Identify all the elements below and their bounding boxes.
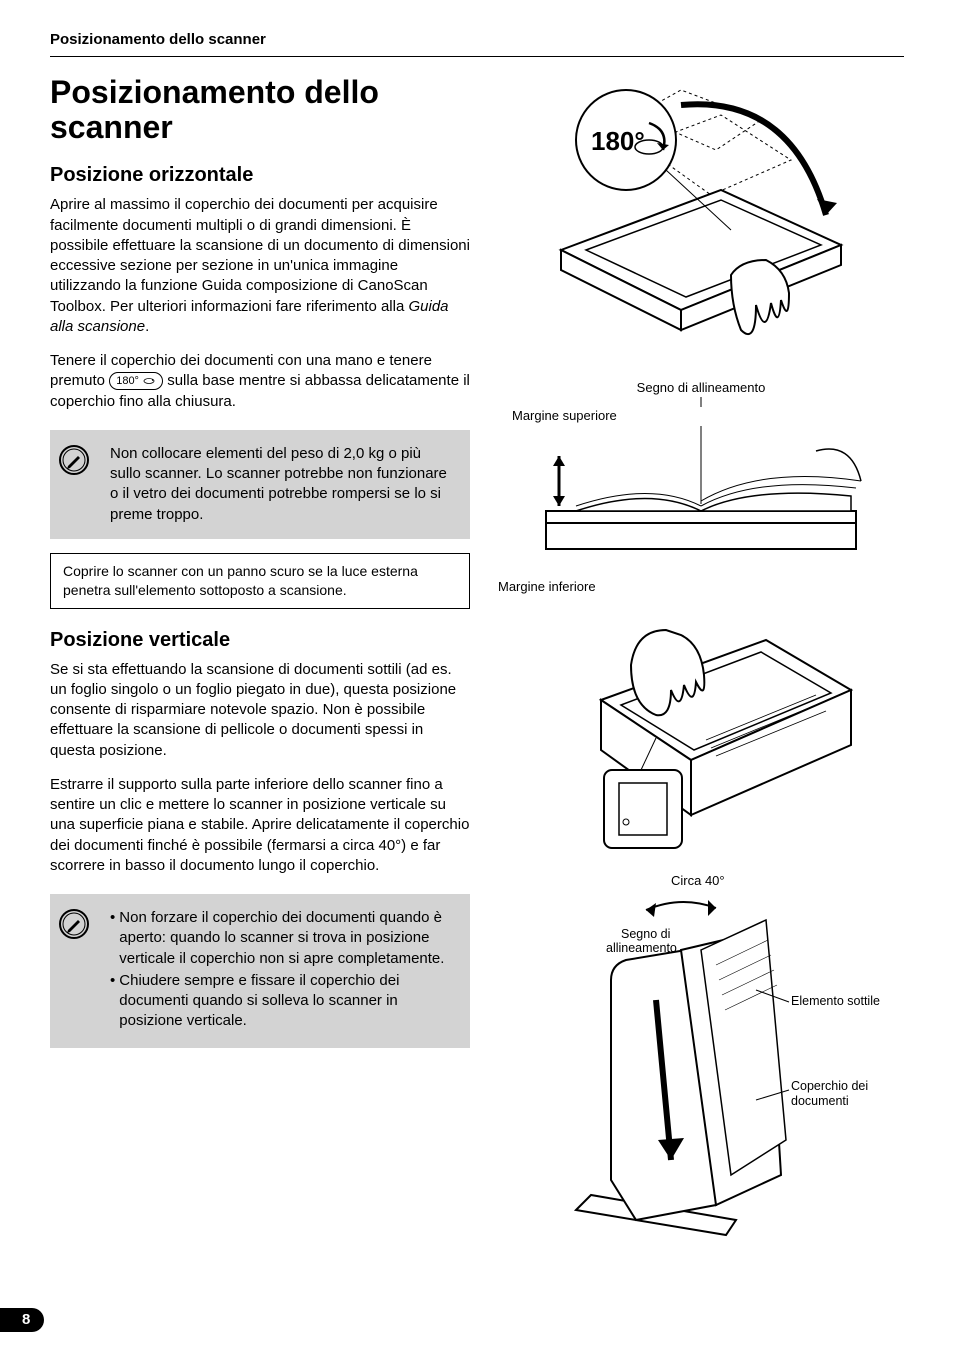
label-coperchio-b: documenti <box>791 1094 849 1108</box>
horizontal-para1: Aprire al massimo il coperchio dei docum… <box>50 195 470 337</box>
warning-item-2: Chiudere sempre e fissare il coperchio d… <box>119 971 454 1032</box>
figure-vertical-position: Circa 40° Segno di allineamento <box>498 620 904 1260</box>
horizontal-heading: Posizione orizzontale <box>50 162 470 189</box>
vertical-heading: Posizione verticale <box>50 627 470 654</box>
label-segno-a: Segno di <box>621 927 670 941</box>
para1-end: . <box>145 318 149 335</box>
label-coperchio-a: Coperchio dei <box>791 1079 868 1093</box>
svg-text:180°: 180° <box>591 126 645 156</box>
warning-item-1: Non forzare il coperchio dei documenti q… <box>119 908 454 969</box>
warning-text-1: Non collocare elementi del peso di 2,0 k… <box>110 444 454 525</box>
figure-scanner-open: 180° <box>498 75 904 355</box>
caption-alignment-mark: Segno di allineamento <box>498 379 904 397</box>
button-180-icon: 180° <box>109 372 163 390</box>
label-elemento: Elemento sottile <box>791 994 880 1008</box>
tip-box: Coprire lo scanner con un panno scuro se… <box>50 553 470 609</box>
caption-top-margin: Margine superiore <box>498 407 904 425</box>
para1-text: Aprire al massimo il coperchio dei docum… <box>50 196 470 314</box>
left-column: Posizionamento dello scanner Posizione o… <box>50 75 470 1284</box>
warning-box-2: Non forzare il coperchio dei documenti q… <box>50 894 470 1048</box>
figure-book-alignment: Segno di allineamento Margine superiore <box>498 379 904 596</box>
label-circa: Circa 40° <box>671 873 725 888</box>
page-number: 8 <box>0 1308 44 1332</box>
horizontal-para2: Tenere il coperchio dei documenti con un… <box>50 351 470 412</box>
btn-180-label: 180° <box>116 375 139 387</box>
warning-list: Non forzare il coperchio dei documenti q… <box>110 908 454 1032</box>
warning-box-1: Non collocare elementi del peso di 2,0 k… <box>50 430 470 539</box>
right-column: 180° Segno di allineamento Margine super… <box>498 75 904 1284</box>
vertical-para2: Estrarre il supporto sulla parte inferio… <box>50 775 470 876</box>
pen-icon <box>58 444 96 482</box>
caption-bottom-margin: Margine inferiore <box>498 578 904 596</box>
vertical-para1: Se si sta effettuando la scansione di do… <box>50 660 470 761</box>
page-title: Posizionamento dello scanner <box>50 75 470 144</box>
pen-icon <box>58 908 96 946</box>
running-header: Posizionamento dello scanner <box>50 30 904 57</box>
